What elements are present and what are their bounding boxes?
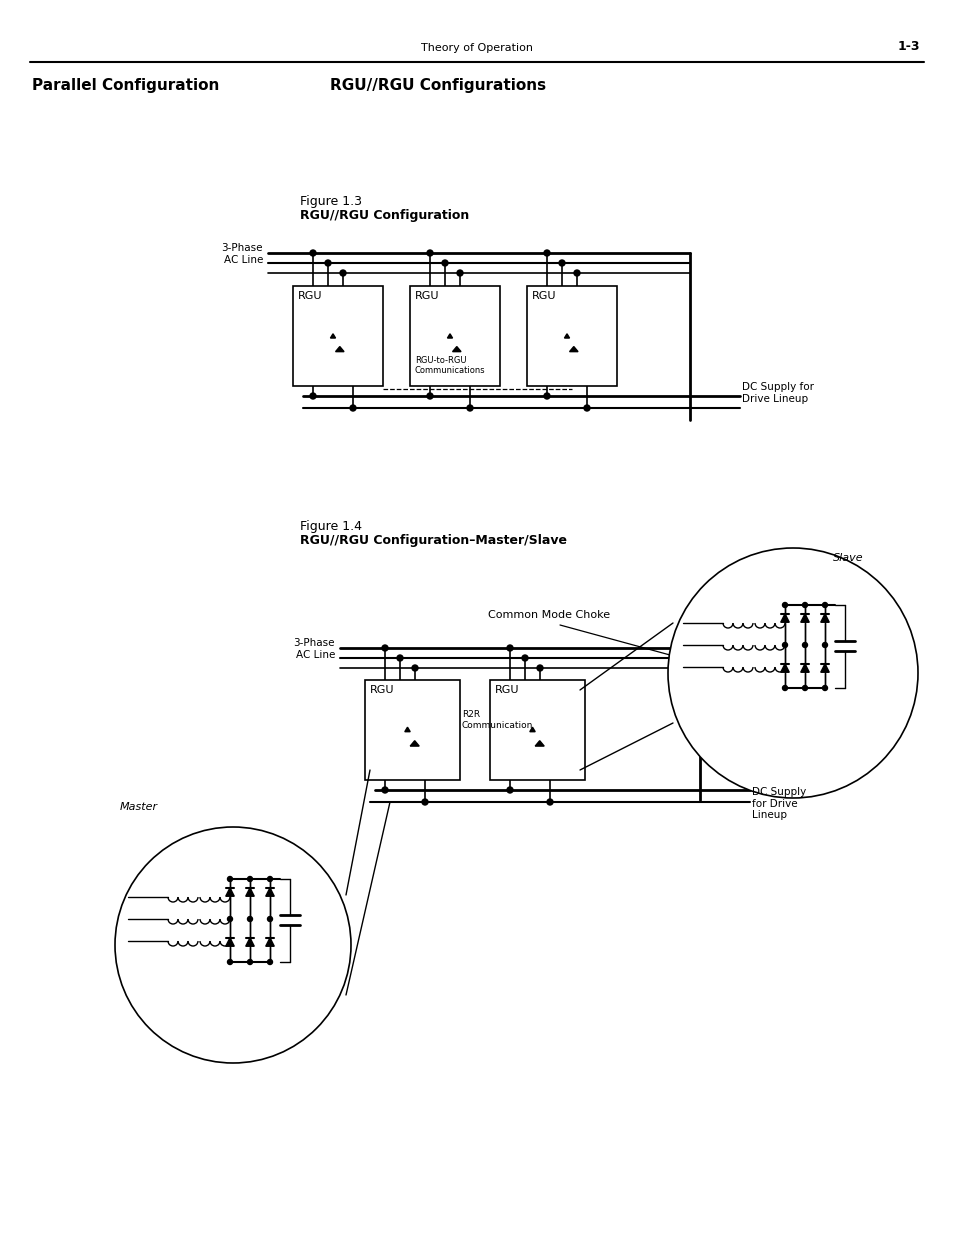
Polygon shape <box>820 663 828 672</box>
Text: 1-3: 1-3 <box>897 40 919 53</box>
Circle shape <box>821 603 826 608</box>
Text: Slave: Slave <box>832 553 862 563</box>
Circle shape <box>456 270 462 275</box>
Bar <box>365 680 459 781</box>
Text: RGU//RGU Configuration–Master/Slave: RGU//RGU Configuration–Master/Slave <box>299 534 566 547</box>
Text: Parallel Configuration: Parallel Configuration <box>32 78 219 93</box>
Circle shape <box>115 827 351 1063</box>
Polygon shape <box>535 741 543 746</box>
Circle shape <box>310 249 315 256</box>
Polygon shape <box>820 614 828 622</box>
Circle shape <box>396 655 402 661</box>
Polygon shape <box>404 727 410 731</box>
Circle shape <box>247 877 253 882</box>
Circle shape <box>558 261 564 266</box>
Circle shape <box>583 405 589 411</box>
Circle shape <box>350 405 355 411</box>
Text: RGU//RGU Configuration: RGU//RGU Configuration <box>299 209 469 222</box>
Text: RGU//RGU Configurations: RGU//RGU Configurations <box>330 78 545 93</box>
Circle shape <box>574 270 579 275</box>
Circle shape <box>310 393 315 399</box>
Polygon shape <box>447 333 452 338</box>
Polygon shape <box>569 347 578 352</box>
Polygon shape <box>266 888 274 897</box>
Circle shape <box>537 664 542 671</box>
Text: Master: Master <box>120 802 158 811</box>
Text: Figure 1.4: Figure 1.4 <box>299 520 361 534</box>
Text: DC Supply for
Drive Lineup: DC Supply for Drive Lineup <box>741 382 813 404</box>
Polygon shape <box>800 663 808 672</box>
Circle shape <box>267 877 273 882</box>
Circle shape <box>412 664 417 671</box>
Circle shape <box>506 645 513 651</box>
Circle shape <box>781 603 786 608</box>
Circle shape <box>546 799 553 805</box>
Circle shape <box>667 548 917 798</box>
Text: DC Supply
for Drive
Lineup: DC Supply for Drive Lineup <box>751 787 805 820</box>
Circle shape <box>801 685 806 690</box>
Bar <box>490 680 584 781</box>
Text: RGU: RGU <box>297 291 322 301</box>
Polygon shape <box>246 888 254 897</box>
Circle shape <box>821 685 826 690</box>
Circle shape <box>381 645 388 651</box>
Circle shape <box>227 877 233 882</box>
Polygon shape <box>800 614 808 622</box>
Circle shape <box>227 960 233 965</box>
Text: 3-Phase
AC Line: 3-Phase AC Line <box>294 638 335 659</box>
Polygon shape <box>335 347 344 352</box>
Circle shape <box>521 655 527 661</box>
Circle shape <box>543 249 550 256</box>
Polygon shape <box>529 727 535 731</box>
Circle shape <box>801 603 806 608</box>
Polygon shape <box>780 663 788 672</box>
Bar <box>526 287 617 387</box>
Circle shape <box>381 787 388 793</box>
Polygon shape <box>330 333 335 338</box>
Circle shape <box>543 393 550 399</box>
Text: RGU: RGU <box>370 685 395 695</box>
Text: RGU: RGU <box>532 291 556 301</box>
Circle shape <box>506 787 513 793</box>
Text: Figure 1.3: Figure 1.3 <box>299 195 361 207</box>
Circle shape <box>441 261 448 266</box>
Circle shape <box>781 685 786 690</box>
Polygon shape <box>226 937 234 946</box>
Circle shape <box>421 799 428 805</box>
Circle shape <box>267 916 273 921</box>
Polygon shape <box>246 937 254 946</box>
Circle shape <box>801 642 806 647</box>
Polygon shape <box>780 614 788 622</box>
Text: 3-Phase
AC Line: 3-Phase AC Line <box>221 243 263 264</box>
Text: R2R
Communication: R2R Communication <box>461 710 533 730</box>
Polygon shape <box>410 741 418 746</box>
Polygon shape <box>266 937 274 946</box>
Circle shape <box>821 642 826 647</box>
Polygon shape <box>564 333 569 338</box>
Text: RGU: RGU <box>495 685 519 695</box>
Circle shape <box>267 960 273 965</box>
Text: RGU: RGU <box>415 291 439 301</box>
Text: Theory of Operation: Theory of Operation <box>420 43 533 53</box>
Circle shape <box>427 393 433 399</box>
Circle shape <box>781 642 786 647</box>
Circle shape <box>247 916 253 921</box>
Circle shape <box>339 270 346 275</box>
Bar <box>293 287 382 387</box>
Circle shape <box>427 249 433 256</box>
Polygon shape <box>452 347 460 352</box>
Circle shape <box>467 405 473 411</box>
Polygon shape <box>226 888 234 897</box>
Circle shape <box>247 960 253 965</box>
Text: RGU-to-RGU
Communications: RGU-to-RGU Communications <box>415 356 485 375</box>
Circle shape <box>227 916 233 921</box>
Circle shape <box>325 261 331 266</box>
Bar <box>410 287 499 387</box>
Text: Common Mode Choke: Common Mode Choke <box>488 610 610 620</box>
